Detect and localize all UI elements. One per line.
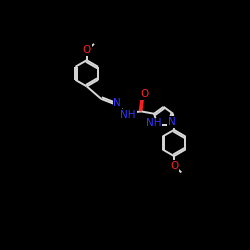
Text: N: N (114, 98, 121, 108)
Text: N: N (168, 117, 175, 127)
Text: NH: NH (120, 110, 136, 120)
Text: O: O (82, 45, 91, 55)
Text: O: O (170, 161, 178, 171)
Text: NH: NH (146, 118, 161, 128)
Text: O: O (140, 90, 148, 100)
